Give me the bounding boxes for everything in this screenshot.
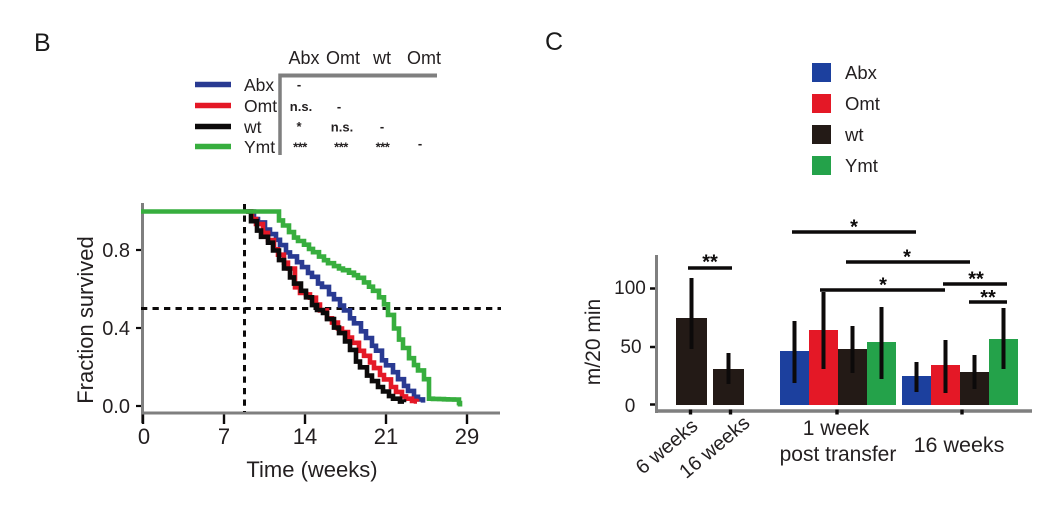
svg-text:***: ***	[334, 140, 349, 155]
svg-text:Ymt: Ymt	[244, 137, 275, 157]
svg-text:Omt: Omt	[326, 48, 360, 68]
svg-text:**: **	[702, 252, 718, 274]
svg-text:0.0: 0.0	[102, 396, 130, 418]
svg-text:Abx: Abx	[845, 62, 878, 83]
svg-text:1 week: 1 week	[803, 417, 870, 440]
svg-text:-: -	[380, 119, 384, 134]
svg-text:wt: wt	[844, 124, 864, 145]
svg-text:n.s.: n.s.	[331, 120, 353, 135]
svg-text:m/20 min: m/20 min	[582, 299, 605, 385]
svg-text:21: 21	[374, 424, 398, 449]
svg-text:*: *	[903, 247, 911, 269]
svg-text:Omt: Omt	[244, 96, 277, 116]
svg-text:n.s.: n.s.	[290, 99, 312, 114]
svg-text:post transfer: post transfer	[780, 443, 897, 466]
svg-text:14: 14	[293, 424, 317, 449]
svg-text:***: ***	[293, 140, 308, 155]
svg-text:100: 100	[614, 278, 646, 299]
svg-text:***: ***	[376, 140, 391, 155]
svg-text:*: *	[850, 217, 858, 239]
svg-text:29: 29	[455, 424, 479, 449]
svg-text:Omt: Omt	[845, 93, 880, 114]
svg-text:-: -	[337, 99, 341, 114]
svg-text:*: *	[296, 119, 302, 134]
svg-text:0.8: 0.8	[102, 240, 130, 262]
svg-text:**: **	[980, 287, 996, 309]
svg-text:wt: wt	[243, 117, 262, 137]
svg-text:0.4: 0.4	[102, 318, 130, 340]
svg-text:Time (weeks): Time (weeks)	[246, 457, 377, 482]
svg-text:Ymt: Ymt	[845, 155, 878, 176]
svg-text:16 weeks: 16 weeks	[914, 433, 1005, 457]
svg-text:C: C	[545, 28, 563, 56]
svg-text:*: *	[879, 275, 887, 297]
svg-text:50: 50	[620, 337, 641, 358]
svg-text:-: -	[418, 136, 422, 151]
svg-text:Abx: Abx	[244, 75, 274, 95]
svg-text:wt: wt	[372, 48, 391, 68]
svg-text:B: B	[34, 29, 51, 57]
svg-text:7: 7	[218, 424, 230, 449]
svg-text:-: -	[297, 77, 301, 92]
svg-text:Fraction survived: Fraction survived	[73, 236, 98, 404]
svg-text:Abx: Abx	[288, 48, 319, 68]
svg-text:0: 0	[138, 424, 150, 449]
svg-text:0: 0	[625, 396, 636, 417]
svg-text:**: **	[968, 269, 984, 291]
svg-text:Omt: Omt	[407, 48, 441, 68]
